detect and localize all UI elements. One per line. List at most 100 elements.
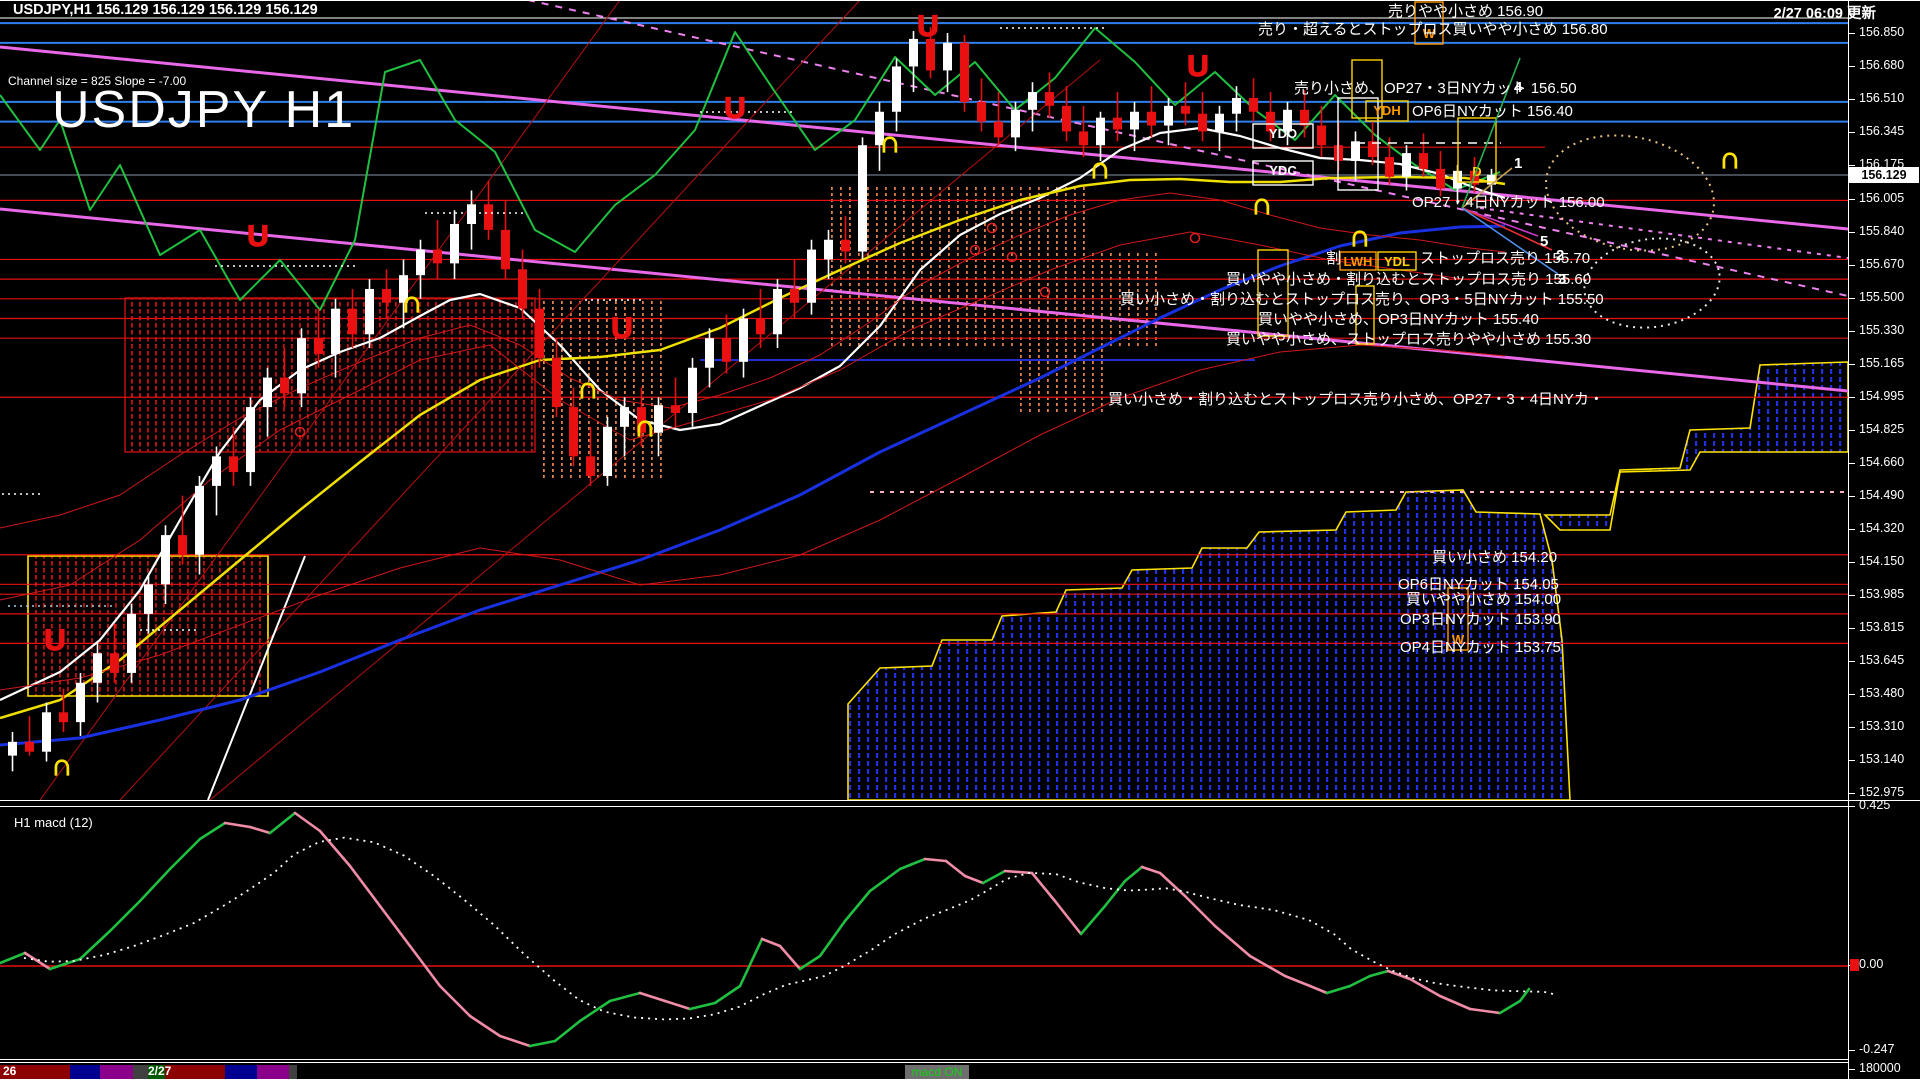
macd-indicator-label: H1 macd (12) (14, 815, 93, 830)
candle-down (280, 377, 289, 394)
macd-line-segment (818, 919, 847, 958)
candle-down (518, 269, 527, 309)
axis-tick (1849, 760, 1855, 761)
last-update-timestamp: 2/27 06:09 更新 (1773, 6, 1876, 22)
trend-line[interactable] (0, 45, 1848, 231)
price-chart-canvas[interactable]: ∩ ∩ ∩ ∩ ∩ ∩ ∩ ∩ ∩ U U U U U U YDO YDC YDH D W LWH YDL W 4 1 52 3 (0, 0, 1848, 801)
candle-down (1385, 157, 1394, 177)
fan-line[interactable] (1461, 207, 1539, 237)
candle-down (229, 456, 238, 473)
axis-tick (1849, 661, 1855, 662)
reversal-up-marker-icon: ∩ (879, 126, 901, 159)
chart-label-box[interactable] (1339, 251, 1377, 271)
macd-line-segment (408, 944, 442, 988)
candle-up (144, 584, 153, 614)
candle-down (722, 338, 731, 362)
trend-line[interactable] (527, 0, 1848, 297)
candle-up (1351, 141, 1360, 161)
macd-line-segment (198, 821, 227, 841)
macd-line-segment (1248, 954, 1287, 978)
axis-tick (1849, 99, 1855, 100)
axis-tick (1849, 165, 1855, 166)
candle-down (552, 357, 561, 408)
chart-label-box[interactable] (1447, 587, 1469, 651)
ichimoku-cloud (1015, 346, 1110, 415)
reversal-down-marker-icon: U (1187, 50, 1209, 83)
chart-label-text: D (1472, 164, 1481, 179)
macd-canvas[interactable] (0, 807, 1848, 1057)
trend-line[interactable] (207, 555, 306, 801)
chart-label-box[interactable] (1252, 123, 1314, 149)
macd-line-segment (318, 829, 352, 868)
chart-label-box[interactable] (1457, 117, 1497, 183)
candle-down (1266, 111, 1275, 132)
macd-line-segment (223, 821, 252, 829)
band-red-upper (0, 192, 1506, 529)
chart-label-box[interactable] (1351, 59, 1383, 119)
chart-label-box[interactable] (1337, 97, 1379, 191)
fan-line[interactable] (1461, 207, 1559, 275)
chart-label-text: LWH (1344, 254, 1373, 269)
trend-line[interactable] (0, 207, 1848, 393)
macd-line-segment (268, 811, 297, 835)
axis-price-label: 153.815 (1859, 620, 1905, 634)
signal-circle-marker (969, 244, 981, 256)
trend-line[interactable] (1479, 207, 1848, 259)
macd-line-segment (1213, 924, 1252, 958)
axis-price-label: 153.310 (1859, 719, 1905, 733)
axis-tick (1849, 595, 1855, 596)
macd-line-segment (138, 867, 172, 903)
price-level-annotation: OP4日NYカット 153.75 (1400, 639, 1561, 656)
candle-up (688, 367, 697, 414)
axis-price-label: 154.490 (1859, 488, 1905, 502)
macd-line-segment (1518, 987, 1531, 1003)
macd-line-segment (898, 857, 927, 871)
timeline-strip[interactable]: macd ON 26 2/27 (0, 1062, 1848, 1080)
price-panel[interactable]: ∩ ∩ ∩ ∩ ∩ ∩ ∩ ∩ ∩ U U U U U U YDO YDC YDH D W LWH YDL W 4 1 5 2 3 U… (0, 0, 1848, 801)
reversal-down-marker-icon: U (917, 10, 939, 43)
candle-up (42, 712, 51, 752)
axis-price-label: 155.670 (1859, 257, 1905, 271)
axis-tick (1849, 806, 1855, 807)
candle-up (1487, 174, 1496, 185)
candle-up (1283, 109, 1292, 132)
fan-line-number: 2 (1556, 247, 1564, 264)
chart-label-box[interactable] (1414, 1, 1444, 45)
price-level-annotation: 売り・超えるとストップロス買いやや小さめ 156.80 (1258, 21, 1608, 38)
candle-up (858, 145, 867, 252)
chart-label-box[interactable] (1377, 251, 1417, 271)
axis-tick (1849, 397, 1855, 398)
chart-label-box[interactable] (1365, 100, 1409, 122)
axis-price-label: 155.840 (1859, 224, 1905, 238)
macd-toggle-button[interactable]: macd ON (905, 1065, 969, 1079)
macd-line-segment (738, 937, 764, 988)
candle-up (773, 288, 782, 335)
session-segment (100, 1065, 133, 1079)
trend-line[interactable] (39, 0, 621, 801)
fan-line[interactable] (1461, 207, 1553, 251)
candle-up (246, 407, 255, 473)
macd-line-segment (168, 837, 202, 871)
current-price-tag: 156.129 (1849, 166, 1919, 183)
price-level-annotation: 買い小さめ 154.20 (1432, 549, 1558, 566)
axis-tick (1849, 232, 1855, 233)
fan-line[interactable] (1461, 57, 1521, 209)
price-panel-bottom-border (0, 800, 1920, 801)
macd-line-segment (1348, 974, 1372, 988)
chart-label-box[interactable] (1355, 285, 1375, 345)
axis-price-label: 156.680 (1859, 58, 1905, 72)
chart-label-box[interactable] (1252, 160, 1314, 186)
axis-price-label: 154.995 (1859, 389, 1905, 403)
trend-line[interactable] (119, 0, 861, 801)
fan-line[interactable] (1461, 167, 1513, 209)
macd-panel[interactable]: H1 macd (12) (0, 806, 1848, 1060)
session-segment (0, 1065, 70, 1079)
price-axis[interactable]: 156.850 156.680 156.510 156.345 156.175 156.0… (1848, 0, 1920, 1080)
chart-label-box[interactable] (1257, 249, 1289, 337)
candle-down (756, 318, 765, 335)
reversal-up-marker-icon: ∩ (401, 286, 423, 319)
fan-line-number: 3 (1558, 271, 1566, 288)
macd-line-segment (1183, 894, 1217, 928)
candle-up (654, 405, 663, 433)
